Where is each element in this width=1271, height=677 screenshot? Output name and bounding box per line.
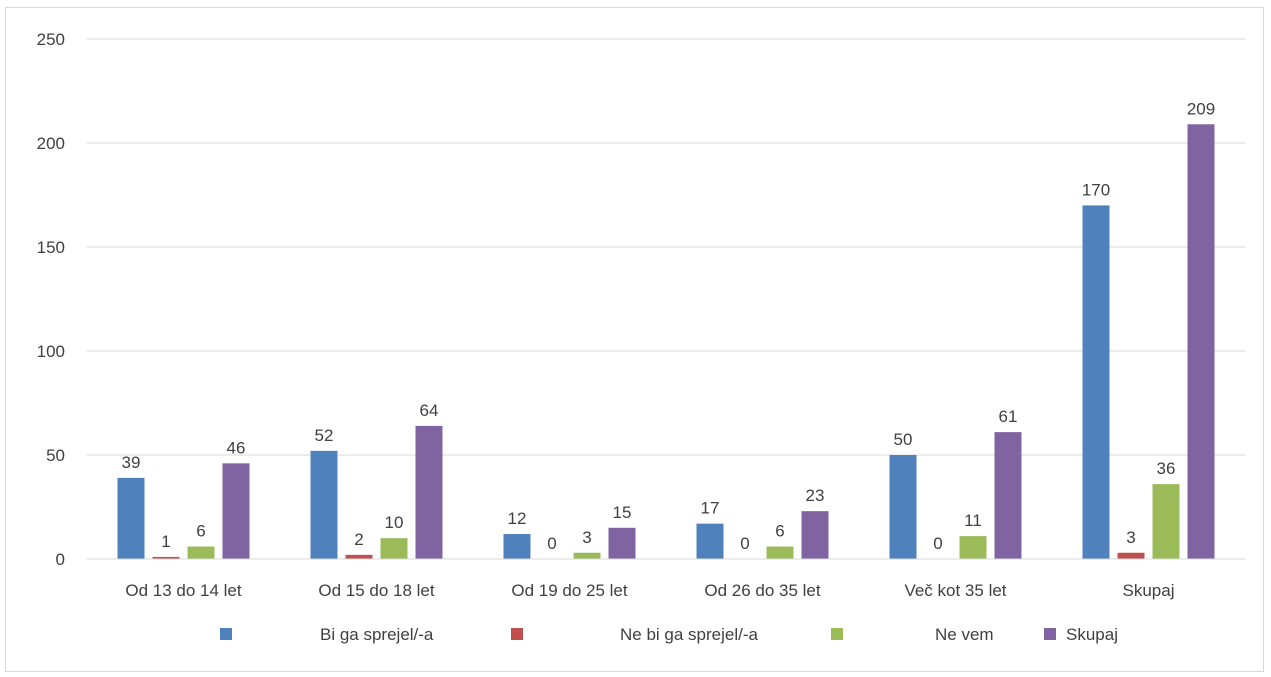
data-label: 0	[547, 534, 556, 553]
bar	[608, 527, 636, 559]
bar	[1152, 484, 1180, 559]
data-label: 61	[999, 407, 1018, 426]
data-label: 1	[161, 532, 170, 551]
y-axis: 0 50 100 150 200 250	[37, 30, 65, 569]
bar	[187, 546, 215, 559]
x-category-label: Skupaj	[1123, 581, 1175, 600]
bar	[1187, 124, 1215, 559]
legend-label: Ne bi ga sprejel/-a	[620, 625, 759, 644]
bar	[573, 552, 601, 559]
bar	[380, 538, 408, 559]
bar	[889, 455, 917, 559]
x-axis: Od 13 do 14 let Od 15 do 18 let Od 19 do 2…	[87, 558, 1245, 600]
data-label: 6	[196, 522, 205, 541]
x-category-label: Od 15 do 18 let	[318, 581, 435, 600]
data-label: 12	[508, 509, 527, 528]
data-label: 6	[775, 522, 784, 541]
data-label: 3	[582, 528, 591, 547]
bar	[117, 477, 145, 559]
y-tick-label: 250	[37, 30, 65, 49]
bar	[766, 546, 794, 559]
bar	[994, 432, 1022, 559]
bar	[696, 523, 724, 559]
y-tick-label: 150	[37, 238, 65, 257]
data-label: 3	[1126, 528, 1135, 547]
x-category-label: Od 26 do 35 let	[704, 581, 821, 600]
bar	[310, 450, 338, 559]
bar	[801, 511, 829, 559]
y-tick-label: 200	[37, 134, 65, 153]
bar	[415, 425, 443, 559]
x-category-label: Več kot 35 let	[904, 581, 1006, 600]
legend-swatch	[831, 628, 843, 640]
data-label: 11	[964, 511, 982, 530]
y-tick-label: 0	[56, 550, 65, 569]
data-label: 2	[354, 530, 363, 549]
bar	[1117, 552, 1145, 559]
bar	[503, 534, 531, 559]
legend-swatch	[511, 628, 523, 640]
data-label: 23	[806, 486, 825, 505]
legend-label: Ne vem	[935, 625, 994, 644]
data-label: 10	[385, 513, 404, 532]
bar	[1082, 205, 1110, 559]
x-category-label: Od 13 do 14 let	[125, 581, 242, 600]
data-label: 36	[1157, 459, 1176, 478]
bar	[959, 536, 987, 559]
data-label: 0	[933, 534, 942, 553]
data-label: 17	[701, 499, 720, 518]
data-label: 170	[1082, 180, 1110, 199]
legend-label: Skupaj	[1066, 625, 1118, 644]
data-label: 15	[613, 503, 632, 522]
chart-frame	[5, 7, 1264, 672]
legend-swatch	[1044, 628, 1056, 640]
bars	[117, 124, 1215, 559]
x-category-label: Od 19 do 25 let	[511, 581, 628, 600]
data-label: 0	[740, 534, 749, 553]
bar	[345, 554, 373, 559]
gridlines	[87, 38, 1245, 560]
data-label: 46	[227, 438, 246, 457]
legend-swatch	[220, 628, 232, 640]
data-label: 209	[1187, 99, 1215, 118]
data-label: 50	[894, 430, 913, 449]
y-tick-label: 100	[37, 342, 65, 361]
data-label: 52	[315, 426, 334, 445]
legend: Bi ga sprejel/-a Ne bi ga sprejel/-a Ne ve…	[220, 625, 1118, 644]
y-tick-label: 50	[46, 446, 65, 465]
legend-label: Bi ga sprejel/-a	[320, 625, 434, 644]
data-label: 39	[122, 453, 141, 472]
bar	[222, 463, 250, 559]
bar	[152, 556, 180, 559]
data-label: 64	[420, 401, 439, 420]
